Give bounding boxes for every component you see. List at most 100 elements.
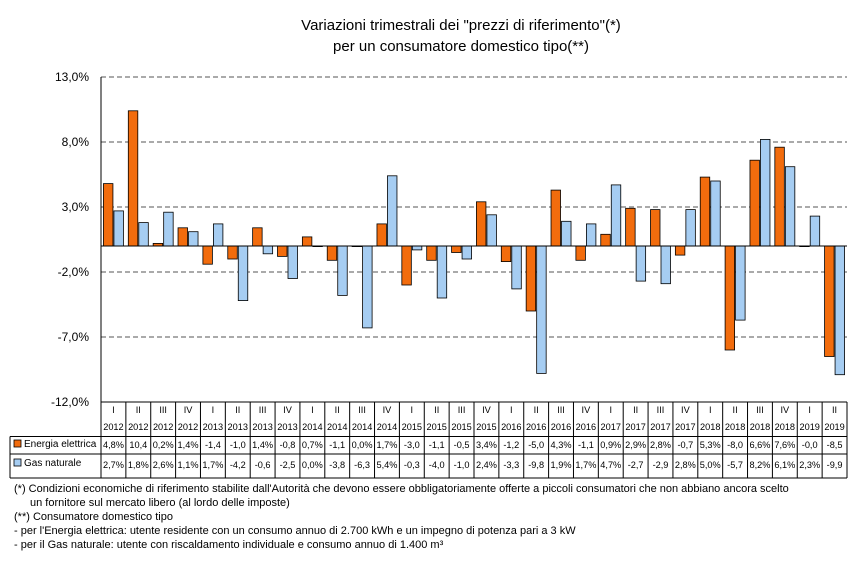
year-label: 2013 xyxy=(277,422,297,432)
year-label: 2016 xyxy=(501,422,521,432)
bar-gas xyxy=(138,222,149,247)
bar-gas xyxy=(188,231,199,247)
legend-swatch xyxy=(13,458,22,467)
year-label: 2013 xyxy=(252,422,272,432)
bar-gas xyxy=(387,175,398,247)
energia-value-label: 4,8% xyxy=(103,440,124,450)
bar-energia xyxy=(650,209,661,247)
footnote-line: - per il Gas naturale: utente con riscal… xyxy=(14,539,444,551)
bar-gas xyxy=(262,245,274,255)
gas-value-label: 2,6% xyxy=(153,460,174,470)
quarter-label: I xyxy=(311,405,314,415)
bar-gas xyxy=(436,245,448,299)
footnote-line: un fornitore sul mercato libero (al lord… xyxy=(30,497,290,509)
gas-value-label: 5,0% xyxy=(700,460,721,470)
energia-value-label: 5,3% xyxy=(700,440,721,450)
year-label: 2016 xyxy=(526,422,546,432)
gas-value-label: -9,8 xyxy=(528,460,544,470)
bar-gas xyxy=(113,210,124,247)
gas-value-label: -2,9 xyxy=(653,460,669,470)
year-label: 2017 xyxy=(675,422,695,432)
year-label: 2014 xyxy=(352,422,372,432)
bar-gas xyxy=(610,184,622,247)
bar-energia xyxy=(376,223,387,247)
energia-value-label: 1,4% xyxy=(252,440,273,450)
quarter-label: I xyxy=(510,405,513,415)
quarter-label: I xyxy=(112,405,115,415)
gas-value-label: -1,0 xyxy=(454,460,470,470)
bar-energia xyxy=(177,227,188,247)
gas-value-label: -9,9 xyxy=(827,460,843,470)
year-label: 2018 xyxy=(775,422,795,432)
energia-value-label: 0,9% xyxy=(600,440,621,450)
year-label: 2014 xyxy=(327,422,347,432)
bar-gas xyxy=(784,166,796,247)
energia-value-label: -0,8 xyxy=(280,440,296,450)
bar-energia xyxy=(600,233,611,247)
year-label: 2013 xyxy=(203,422,223,432)
year-label: 2016 xyxy=(551,422,571,432)
bar-energia xyxy=(724,245,735,351)
energia-value-label: 2,8% xyxy=(650,440,671,450)
footnote-line: (*) Condizioni economiche di riferimento… xyxy=(14,483,789,495)
year-label: 2016 xyxy=(576,422,596,432)
bar-gas xyxy=(511,245,522,290)
bar-energia xyxy=(500,245,512,263)
year-label: 2012 xyxy=(153,422,173,432)
year-label: 2014 xyxy=(377,422,397,432)
year-label: 2017 xyxy=(650,422,670,432)
energia-value-label: 10,4 xyxy=(129,440,147,450)
bar-energia xyxy=(252,227,263,247)
y-tick-label: -12,0% xyxy=(51,395,89,409)
gas-value-label: 2,4% xyxy=(476,460,497,470)
year-label: 2012 xyxy=(103,422,123,432)
bar-gas xyxy=(660,245,671,285)
quarter-label: I xyxy=(609,405,612,415)
y-axis-ticks: 13,0% 8,0% 3,0% -2,0% -7,0% -12,0% xyxy=(51,70,89,409)
bar-energia xyxy=(401,245,412,286)
bar-gas xyxy=(635,245,647,282)
gas-value-label: -6,3 xyxy=(354,460,370,470)
quarter-label: III xyxy=(657,405,665,415)
gas-value-label: 2,3% xyxy=(799,460,820,470)
bar-energia xyxy=(575,245,586,261)
year-label: 2012 xyxy=(128,422,148,432)
quarter-label: III xyxy=(358,405,366,415)
bar-energia xyxy=(625,207,636,247)
gas-value-label: 6,1% xyxy=(774,460,795,470)
quarter-label: I xyxy=(212,405,215,415)
quarter-label: IV xyxy=(283,405,293,415)
year-label: 2015 xyxy=(451,422,471,432)
gas-value-label: 2,7% xyxy=(103,460,124,470)
year-label: 2013 xyxy=(228,422,248,432)
bar-energia xyxy=(674,245,686,256)
energia-value-label: -0,7 xyxy=(677,440,693,450)
bar-energia xyxy=(476,201,487,247)
bar-energia xyxy=(227,245,238,260)
footnotes: (*) Condizioni economiche di riferimento… xyxy=(14,482,854,552)
legend-label: Energia elettrica xyxy=(24,439,97,450)
price-variation-chart: Variazioni trimestrali dei "prezzi di ri… xyxy=(9,17,848,479)
bar-gas xyxy=(586,223,597,247)
y-tick-label: 3,0% xyxy=(62,200,90,214)
quarter-label: IV xyxy=(681,405,691,415)
bar-gas xyxy=(461,245,472,260)
bar-energia xyxy=(699,176,711,247)
energia-value-label: -1,1 xyxy=(429,440,445,450)
bar-energia xyxy=(301,236,313,247)
quarter-label: III xyxy=(756,405,764,415)
quarter-label: IV xyxy=(184,405,194,415)
bar-gas xyxy=(710,180,721,247)
energia-value-label: 0,7% xyxy=(302,440,323,450)
quarter-label: II xyxy=(136,405,141,415)
gas-value-label: 0,0% xyxy=(302,460,323,470)
gas-value-label: -5,7 xyxy=(727,460,743,470)
energia-value-label: 3,4% xyxy=(476,440,497,450)
quarter-label: II xyxy=(235,405,240,415)
bar-energia xyxy=(326,245,338,261)
chart-title: Variazioni trimestrali dei "prezzi di ri… xyxy=(301,17,621,55)
bar-gas xyxy=(760,138,771,247)
gas-value-label: 1,9% xyxy=(551,460,572,470)
y-tick-label: 13,0% xyxy=(55,70,89,84)
gas-value-label: 1,7% xyxy=(575,460,596,470)
